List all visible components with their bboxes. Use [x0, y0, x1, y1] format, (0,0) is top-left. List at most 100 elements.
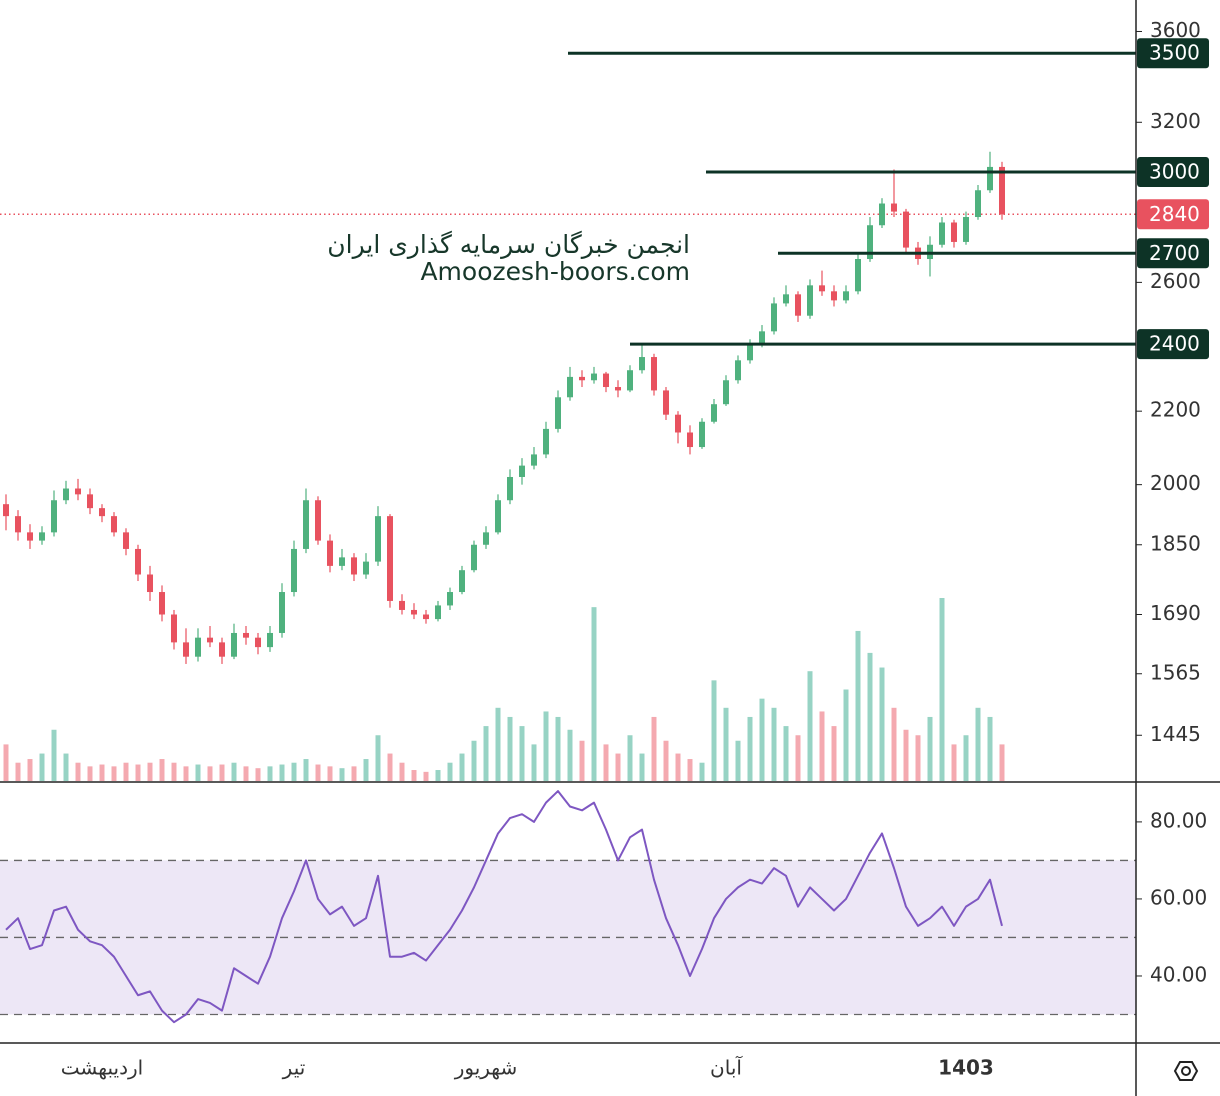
settings-icon[interactable]: [1173, 1061, 1199, 1081]
volume-bar: [987, 716, 993, 781]
x-tick-label: 1403: [938, 1056, 994, 1080]
x-tick-label: تیر: [282, 1056, 306, 1080]
volume-bar: [459, 753, 465, 781]
candle-body: [603, 373, 609, 388]
volume-bar: [147, 762, 153, 781]
candle-body: [279, 592, 285, 633]
candle-body: [219, 642, 225, 657]
candle-body: [579, 376, 585, 381]
volume-bar: [495, 707, 501, 781]
volume-bar: [15, 762, 21, 781]
candle-body: [315, 500, 321, 541]
candle-body: [99, 508, 105, 517]
candle-body: [411, 609, 417, 615]
volume-bar: [903, 729, 909, 781]
volume-bar: [771, 707, 777, 781]
level-label: 3500: [1149, 41, 1200, 65]
volume-bar: [411, 770, 417, 781]
level-box: [1137, 38, 1209, 69]
candle-body: [999, 166, 1005, 215]
volume-bar: [555, 716, 561, 781]
volume-bar: [843, 689, 849, 781]
candle-body: [819, 285, 825, 292]
volume-bar: [435, 770, 441, 781]
y-tick-label: 1445: [1150, 722, 1201, 746]
candle-body: [951, 222, 957, 242]
volume-bar: [975, 707, 981, 781]
volume-bar: [675, 753, 681, 781]
candle-body: [879, 203, 885, 226]
candle-body: [387, 516, 393, 601]
candle-body: [303, 500, 309, 549]
volume-bar: [63, 753, 69, 781]
candle-body: [531, 454, 537, 466]
candle-body: [27, 532, 33, 541]
x-tick-label: اردیبهشت: [61, 1056, 143, 1080]
volume-bar: [375, 735, 381, 781]
candle-body: [723, 380, 729, 405]
candle-body: [471, 544, 477, 571]
volume-bar: [543, 711, 549, 781]
candle-body: [171, 614, 177, 643]
volume-bar: [927, 716, 933, 781]
candle-body: [891, 203, 897, 212]
y-tick-label: 2000: [1150, 471, 1201, 495]
volume-bar: [615, 753, 621, 781]
level-box: [1137, 157, 1209, 188]
volume-bar: [759, 698, 765, 781]
volume-bar: [3, 744, 9, 781]
y-tick-label: 2200: [1150, 398, 1201, 422]
candle-body: [183, 642, 189, 657]
candle-body: [867, 225, 873, 260]
volume-bar: [579, 740, 585, 781]
volume-bar: [231, 762, 237, 781]
candle-body: [399, 600, 405, 610]
candle-body: [615, 387, 621, 391]
watermark: Amoozesh-boors.com: [420, 257, 690, 286]
volume-bar: [867, 652, 873, 781]
volume-bar: [747, 716, 753, 781]
volume-bar: [363, 759, 369, 781]
candle-body: [543, 428, 549, 455]
volume-bar: [315, 764, 321, 781]
candle-body: [903, 211, 909, 248]
candle-body: [327, 540, 333, 566]
y-tick-label: 80.00: [1150, 808, 1207, 832]
icon-hexagon: [1173, 1061, 1199, 1081]
volume-bar: [51, 729, 57, 781]
volume-bar: [255, 768, 261, 781]
volume-bar: [111, 766, 117, 781]
volume-bar: [99, 764, 105, 781]
candle-body: [123, 532, 129, 549]
candle-body: [111, 516, 117, 533]
candle-body: [435, 605, 441, 620]
candle-body: [627, 370, 633, 391]
volume-bar: [123, 762, 129, 781]
volume-bar: [183, 766, 189, 781]
volume-bar: [27, 759, 33, 781]
volume-bar: [303, 759, 309, 781]
candle-body: [423, 614, 429, 620]
volume-bar: [711, 680, 717, 781]
volume-bar: [423, 771, 429, 781]
watermark: انجمن خبرگان سرمایه گذاری ایران: [327, 230, 690, 259]
candle-body: [495, 500, 501, 533]
candle-body: [795, 294, 801, 316]
volume-bar: [171, 762, 177, 781]
candle-body: [591, 373, 597, 381]
volume-bar: [567, 729, 573, 781]
candle-body: [759, 331, 765, 345]
volume-bar: [891, 707, 897, 781]
y-tick-label: 3600: [1150, 18, 1201, 42]
volume-bar: [447, 762, 453, 781]
candle-body: [75, 488, 81, 495]
volume-bar: [831, 726, 837, 781]
candle-body: [507, 476, 513, 501]
volume-bar: [327, 766, 333, 781]
y-tick-label: 3200: [1150, 109, 1201, 133]
candle-body: [651, 357, 657, 391]
volume-bar: [807, 671, 813, 781]
candle-body: [519, 465, 525, 477]
candle-body: [15, 516, 21, 533]
